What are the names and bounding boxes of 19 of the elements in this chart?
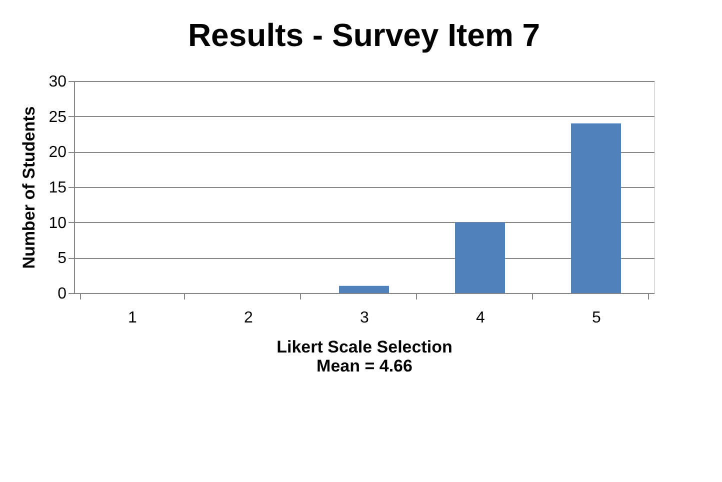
y-tick-label: 10 — [48, 214, 67, 232]
x-tick-label: 1 — [128, 310, 138, 326]
bar — [455, 222, 505, 293]
x-tick-label: 2 — [244, 310, 254, 326]
bar — [571, 123, 621, 293]
x-tick-label: 3 — [360, 310, 370, 326]
y-tick-label: 0 — [58, 286, 67, 302]
y-tick-label: 30 — [48, 74, 67, 90]
y-tick-label: 20 — [48, 144, 67, 162]
y-tick-label: 5 — [58, 250, 67, 268]
x-tick-label: 4 — [476, 310, 486, 326]
bar — [339, 286, 389, 293]
text: Mean = 4.66 — [316, 356, 412, 376]
y-tick-label: 15 — [48, 180, 67, 196]
x-tick-label: 5 — [592, 310, 602, 326]
chart-title: Results - Survey Item 7 — [188, 17, 540, 53]
y-axis-title: Number of Students — [20, 106, 39, 269]
x-axis-title: Likert Scale Selection — [276, 338, 452, 356]
y-tick-label: 25 — [48, 108, 67, 126]
